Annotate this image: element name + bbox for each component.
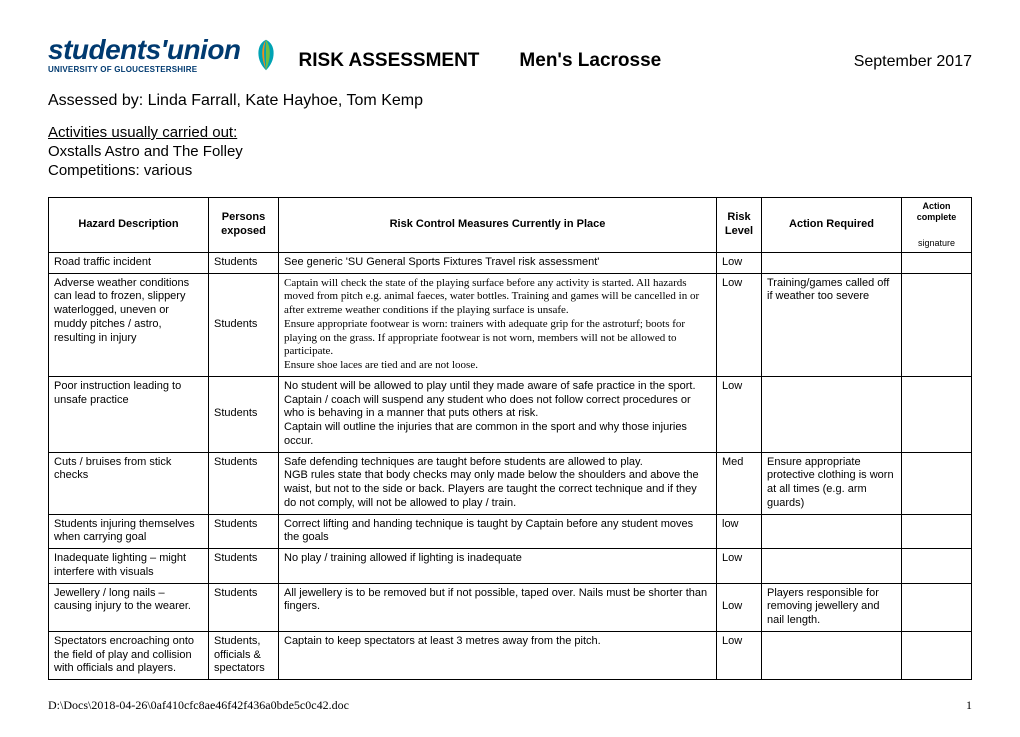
cell-level: Low: [717, 583, 762, 631]
cell-hazard: Adverse weather conditions can lead to f…: [49, 273, 209, 376]
logo-text: students'union UNIVERSITY OF GLOUCESTERS…: [48, 36, 241, 74]
table-row: Adverse weather conditions can lead to f…: [49, 273, 972, 376]
th-signature: Action complete signature: [902, 198, 972, 253]
cell-hazard: Jewellery / long nails – causing injury …: [49, 583, 209, 631]
table-row: Inadequate lighting – might interfere wi…: [49, 549, 972, 584]
cell-action: [762, 549, 902, 584]
logo: students'union UNIVERSITY OF GLOUCESTERS…: [48, 36, 285, 74]
doc-subject: Men's Lacrosse: [519, 50, 661, 72]
cell-control: Correct lifting and handing technique is…: [279, 514, 717, 549]
footer-page: 1: [966, 698, 972, 713]
cell-signature: [902, 273, 972, 376]
cell-control: No student will be allowed to play until…: [279, 376, 717, 452]
table-header-row: Hazard Description Persons exposed Risk …: [49, 198, 972, 253]
cell-signature: [902, 631, 972, 679]
cell-hazard: Inadequate lighting – might interfere wi…: [49, 549, 209, 584]
cell-hazard: Cuts / bruises from stick checks: [49, 452, 209, 514]
cell-action: Players responsible for removing jewelle…: [762, 583, 902, 631]
cell-level: low: [717, 514, 762, 549]
cell-level: Low: [717, 631, 762, 679]
footer: D:\Docs\2018-04-26\0af410cfc8ae46f42f436…: [48, 698, 972, 713]
th-control: Risk Control Measures Currently in Place: [279, 198, 717, 253]
cell-persons: Students: [209, 376, 279, 452]
cell-persons: Students: [209, 549, 279, 584]
cell-action: [762, 252, 902, 273]
doc-date: September 2017: [854, 53, 972, 71]
logo-main: students'union: [48, 36, 241, 64]
table-row: Cuts / bruises from stick checksStudents…: [49, 452, 972, 514]
th-sig-bot: signature: [907, 238, 966, 249]
cell-signature: [902, 252, 972, 273]
cell-persons: Students: [209, 514, 279, 549]
cell-hazard: Poor instruction leading to unsafe pract…: [49, 376, 209, 452]
cell-action: Training/games called off if weather too…: [762, 273, 902, 376]
th-sig-top: Action complete: [907, 201, 966, 224]
cell-signature: [902, 452, 972, 514]
table-row: Spectators encroaching onto the field of…: [49, 631, 972, 679]
th-persons: Persons exposed: [209, 198, 279, 253]
cell-signature: [902, 514, 972, 549]
cell-hazard: Spectators encroaching onto the field of…: [49, 631, 209, 679]
footer-path: D:\Docs\2018-04-26\0af410cfc8ae46f42f436…: [48, 698, 349, 713]
cell-control: Safe defending techniques are taught bef…: [279, 452, 717, 514]
cell-persons: Students: [209, 252, 279, 273]
cell-level: Med: [717, 452, 762, 514]
cell-control: No play / training allowed if lighting i…: [279, 549, 717, 584]
table-row: Road traffic incidentStudentsSee generic…: [49, 252, 972, 273]
table-row: Students injuring themselves when carryi…: [49, 514, 972, 549]
cell-action: [762, 514, 902, 549]
activities-label: Activities usually carried out:: [48, 124, 972, 141]
th-action: Action Required: [762, 198, 902, 253]
cell-persons: Students: [209, 452, 279, 514]
cell-hazard: Students injuring themselves when carryi…: [49, 514, 209, 549]
cell-signature: [902, 376, 972, 452]
title-left: RISK ASSESSMENT Men's Lacrosse: [299, 50, 662, 72]
cell-control: All jewellery is to be removed but if no…: [279, 583, 717, 631]
cell-persons: Students: [209, 583, 279, 631]
cell-signature: [902, 549, 972, 584]
title-row: RISK ASSESSMENT Men's Lacrosse September…: [299, 50, 972, 74]
th-hazard: Hazard Description: [49, 198, 209, 253]
activities-item-0: Oxstalls Astro and The Folley: [48, 143, 972, 160]
cell-action: [762, 631, 902, 679]
cell-hazard: Road traffic incident: [49, 252, 209, 273]
cell-control: Captain will check the state of the play…: [279, 273, 717, 376]
th-level: Risk Level: [717, 198, 762, 253]
table-row: Jewellery / long nails – causing injury …: [49, 583, 972, 631]
cell-action: [762, 376, 902, 452]
cell-level: Low: [717, 549, 762, 584]
cell-action: Ensure appropriate protective clothing i…: [762, 452, 902, 514]
cell-persons: Students, officials & spectators: [209, 631, 279, 679]
doc-title: RISK ASSESSMENT: [299, 50, 480, 72]
cell-control: See generic 'SU General Sports Fixtures …: [279, 252, 717, 273]
header-row: students'union UNIVERSITY OF GLOUCESTERS…: [48, 36, 972, 74]
logo-sub: UNIVERSITY OF GLOUCESTERSHIRE: [48, 66, 241, 74]
cell-level: Low: [717, 252, 762, 273]
cell-level: Low: [717, 273, 762, 376]
table-row: Poor instruction leading to unsafe pract…: [49, 376, 972, 452]
risk-table: Hazard Description Persons exposed Risk …: [48, 197, 972, 680]
activities-item-1: Competitions: various: [48, 162, 972, 179]
cell-level: Low: [717, 376, 762, 452]
cell-signature: [902, 583, 972, 631]
cell-control: Captain to keep spectators at least 3 me…: [279, 631, 717, 679]
assessed-by: Assessed by: Linda Farrall, Kate Hayhoe,…: [48, 92, 972, 110]
cell-persons: Students: [209, 273, 279, 376]
logo-mark-icon: [247, 36, 285, 74]
